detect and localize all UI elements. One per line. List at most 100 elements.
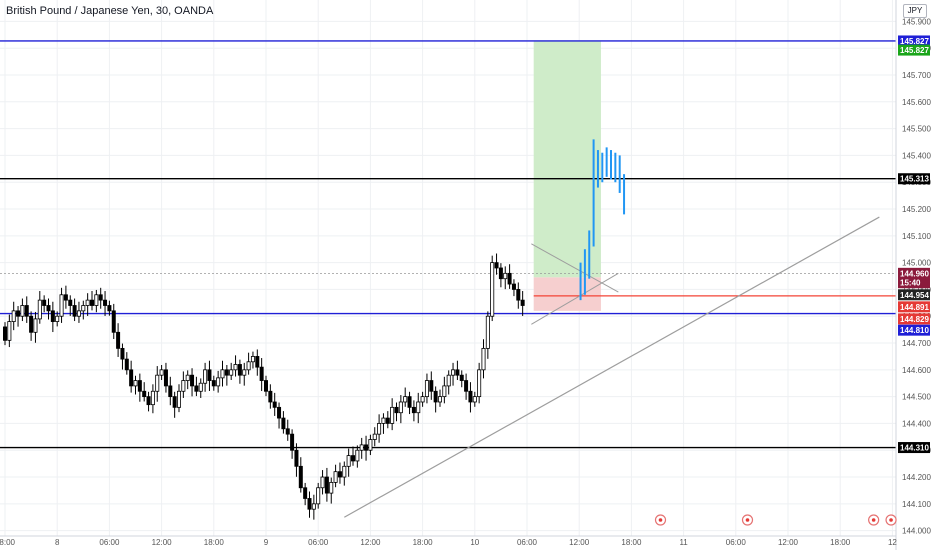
candle-body xyxy=(68,299,73,306)
price-tick-label: 144.400 xyxy=(902,419,931,428)
candle-body xyxy=(129,369,134,387)
price-badge-label: 145.827 xyxy=(900,46,929,55)
candle-body xyxy=(477,369,482,398)
candle-body xyxy=(494,262,499,269)
price-badge xyxy=(898,442,930,454)
candle-body xyxy=(377,423,382,435)
price-tick-label: 145.500 xyxy=(902,125,931,134)
candle-body xyxy=(103,299,108,306)
candle-body xyxy=(472,396,477,403)
candle-body xyxy=(7,321,12,341)
candle-body xyxy=(155,374,160,392)
candle-body xyxy=(211,380,216,387)
candle-body xyxy=(146,396,151,406)
candle-body xyxy=(433,390,438,403)
time-tick-label: 8 xyxy=(55,538,60,547)
candle-body xyxy=(3,326,8,341)
time-tick-label: 9 xyxy=(264,538,269,547)
candle-body xyxy=(190,374,195,387)
candle-body xyxy=(446,374,451,387)
candle-body xyxy=(342,465,347,478)
candle-body xyxy=(294,449,299,467)
candle-body xyxy=(298,465,303,489)
wedge-lower-line xyxy=(531,272,619,325)
candle-body xyxy=(498,267,503,280)
candle-body xyxy=(281,417,286,430)
candle-body xyxy=(29,315,34,333)
candle-body xyxy=(124,358,129,371)
price-badge-label: 144.310 xyxy=(900,444,929,453)
candle-body xyxy=(346,455,351,467)
candle-body xyxy=(185,374,190,381)
candle-body xyxy=(242,369,247,376)
candle-body xyxy=(442,385,447,398)
candle-body xyxy=(290,433,295,451)
price-badge xyxy=(898,313,930,325)
candle-body xyxy=(168,385,173,398)
candle-body xyxy=(85,299,90,306)
price-tick-label: 145.700 xyxy=(902,71,931,80)
candle-body xyxy=(207,369,212,381)
candle-body xyxy=(390,406,395,424)
price-badge-label: 144.829 xyxy=(900,315,929,324)
candle-body xyxy=(159,369,164,376)
candle-body xyxy=(272,401,277,408)
candle-body xyxy=(150,390,155,406)
candle-body xyxy=(133,380,138,387)
candle-body xyxy=(50,310,55,322)
candle-body xyxy=(324,476,329,494)
currency-badge[interactable]: JPY xyxy=(903,4,927,18)
time-tick-label: 06:00 xyxy=(99,538,120,547)
candle-body xyxy=(485,315,490,349)
trend-line xyxy=(344,216,880,518)
candle-body xyxy=(459,374,464,381)
candle-body xyxy=(233,364,238,371)
candle-body xyxy=(333,471,338,483)
candle-body xyxy=(424,380,429,398)
price-tick-label: 144.000 xyxy=(902,527,931,536)
candle-body xyxy=(520,299,525,306)
price-badge xyxy=(898,277,930,289)
time-tick-label: 12 xyxy=(888,538,897,547)
candle-body xyxy=(303,487,308,499)
price-badge xyxy=(898,301,930,313)
price-badge xyxy=(898,289,930,301)
candle-body xyxy=(263,380,268,392)
candle-body xyxy=(359,444,364,451)
price-badge xyxy=(898,324,930,336)
candle-body xyxy=(350,455,355,462)
candle-body xyxy=(181,380,186,392)
time-tick-label: 18:00 xyxy=(0,538,16,547)
candle-body xyxy=(511,283,516,290)
candle-body xyxy=(216,377,221,387)
candle-body xyxy=(507,272,512,285)
price-tick-label: 144.100 xyxy=(902,500,931,509)
candle-body xyxy=(33,318,38,333)
candle-body xyxy=(355,449,360,462)
candle-body xyxy=(76,310,81,317)
candle-body xyxy=(285,428,290,435)
price-badge-label: 15:40 xyxy=(900,279,921,288)
candle-body xyxy=(394,406,399,414)
candle-body xyxy=(398,401,403,414)
candle-body xyxy=(98,294,103,301)
event-flag-dot xyxy=(658,518,663,522)
time-tick-label: 18:00 xyxy=(830,538,851,547)
time-tick-label: 06:00 xyxy=(517,538,538,547)
price-tick-label: 144.700 xyxy=(902,339,931,348)
price-badge-label: 144.891 xyxy=(900,303,929,312)
price-tick-label: 145.600 xyxy=(902,98,931,107)
candle-body xyxy=(116,331,121,349)
candle-body xyxy=(411,406,416,414)
candle-body xyxy=(163,369,168,387)
candle-body xyxy=(437,396,442,403)
candle-body xyxy=(42,299,47,306)
stop-loss-zone xyxy=(533,277,601,311)
candle-body xyxy=(429,380,434,392)
time-tick-label: 06:00 xyxy=(726,538,747,547)
candle-body xyxy=(364,444,369,451)
candle-body xyxy=(407,396,412,408)
price-tick-label: 145.400 xyxy=(902,151,931,160)
candle-body xyxy=(11,310,16,322)
